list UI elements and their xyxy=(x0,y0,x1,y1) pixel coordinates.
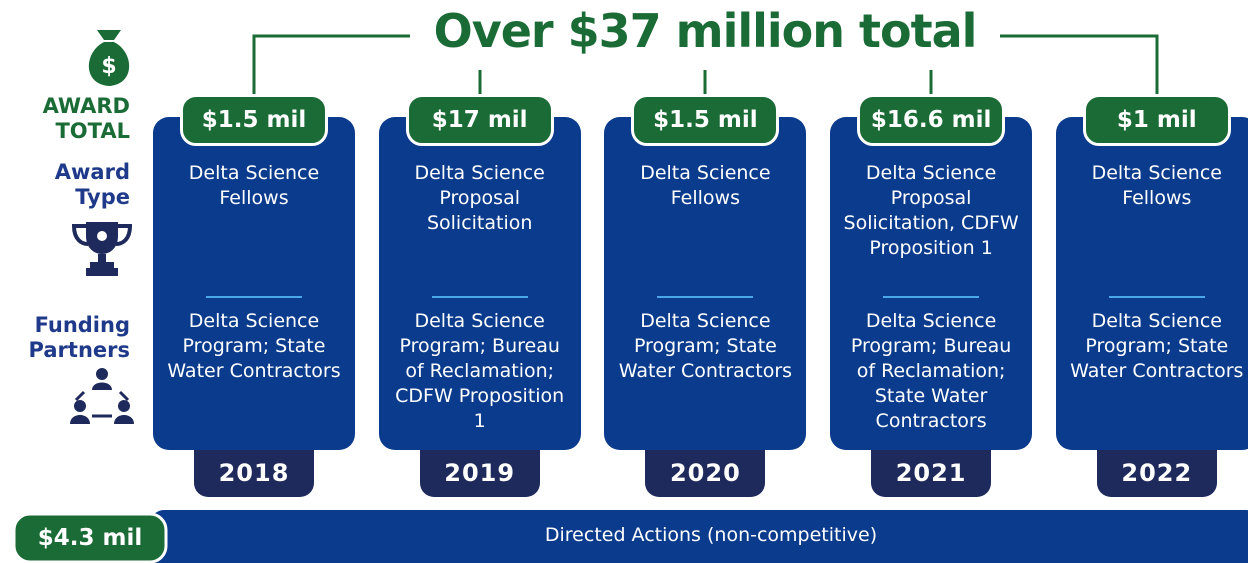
award-type: Delta Science Fellows xyxy=(188,162,320,209)
award-type-label: Award Type xyxy=(54,160,130,209)
directed-bar xyxy=(150,510,1248,563)
funding-partners-label: Funding Partners xyxy=(28,313,130,362)
partners: Delta Science Program; State Water Contr… xyxy=(1070,310,1244,382)
card xyxy=(378,117,581,450)
card xyxy=(604,117,807,450)
directed-award: $4.3 mil xyxy=(37,525,143,551)
divider xyxy=(657,296,754,298)
trophy-icon xyxy=(71,222,133,276)
divider xyxy=(883,296,980,298)
award-pill: $17 mil xyxy=(405,94,554,146)
divider xyxy=(431,296,528,298)
bracket xyxy=(252,34,1159,94)
year-tab: 2020 xyxy=(645,450,766,497)
year-tab: 2019 xyxy=(419,450,540,497)
card xyxy=(153,117,355,450)
award-type: Delta Science Fellows xyxy=(640,162,771,209)
award-type: Delta Science Fellows xyxy=(1091,162,1222,209)
year-tab: 2022 xyxy=(1096,450,1217,497)
divider xyxy=(206,296,302,298)
divider xyxy=(1108,296,1205,298)
award-pill: $16.6 mil xyxy=(857,94,1006,146)
award-total-label: AWARD TOTAL xyxy=(42,94,130,143)
award-type: Delta Science Proposal Solicitation xyxy=(414,162,545,234)
award-pill: $1.5 mil xyxy=(631,94,780,146)
award-pill: $1 mil xyxy=(1082,94,1231,146)
award-pill: $1.5 mil xyxy=(180,94,328,146)
partners: Delta Science Program; State Water Contr… xyxy=(618,310,793,382)
award-type: Delta Science Proposal Solicitation, CDF… xyxy=(843,162,1019,259)
svg-text:$: $ xyxy=(101,54,116,79)
card xyxy=(830,117,1033,450)
title: Over $37 million total xyxy=(433,4,978,58)
partners: Delta Science Program; Bureau of Reclama… xyxy=(395,310,565,432)
people-icon xyxy=(70,368,134,424)
directed-label: Directed Actions (non-competitive) xyxy=(544,524,878,546)
directed-pill xyxy=(12,512,168,563)
year-tab: 2018 xyxy=(194,450,314,497)
year-tab: 2021 xyxy=(871,450,992,497)
money-bag-icon: $ xyxy=(88,30,130,86)
partners: Delta Science Program; Bureau of Reclama… xyxy=(850,310,1012,432)
partners: Delta Science Program; State Water Contr… xyxy=(167,310,341,382)
card xyxy=(1055,117,1248,450)
